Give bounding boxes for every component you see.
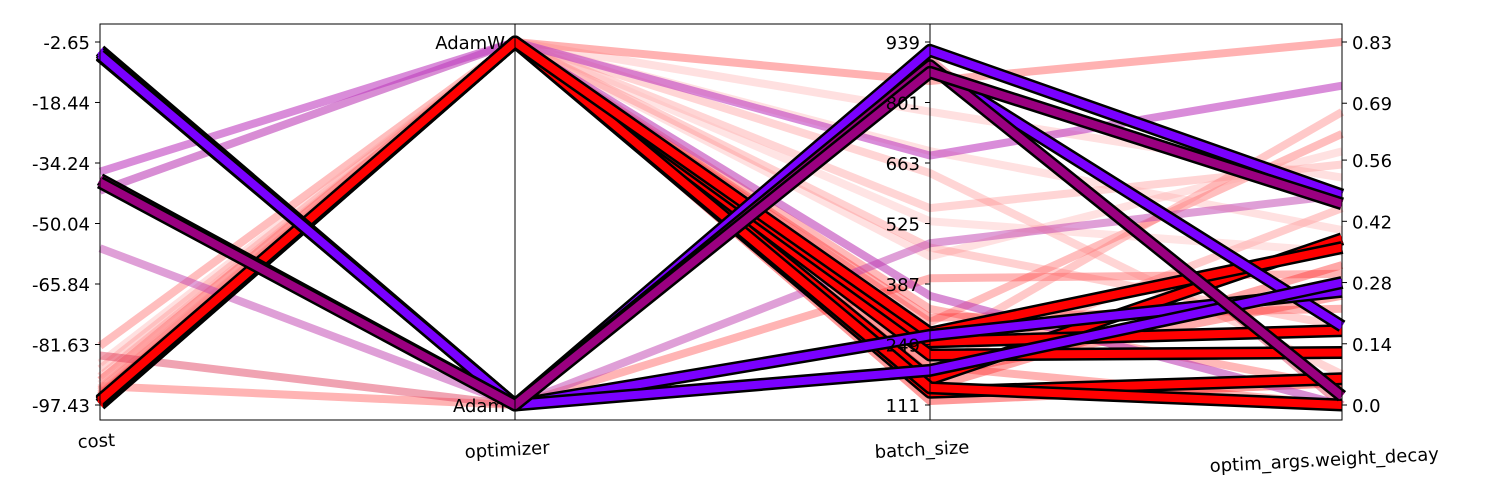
tick-label: 939	[886, 33, 920, 54]
tick-label: 663	[886, 154, 920, 175]
tick-label: -65.84	[32, 275, 90, 296]
axis-title: batch_size	[874, 437, 970, 463]
tick-label: 0.83	[1352, 33, 1392, 54]
axis-title: cost	[77, 430, 115, 453]
data-line-highlight	[98, 68, 1344, 409]
tick-label: -81.63	[32, 335, 90, 356]
axis-title: optimizer	[464, 438, 551, 463]
tick-label: 249	[886, 336, 920, 357]
tick-label: -97.43	[32, 396, 90, 417]
tick-label: 111	[886, 396, 920, 417]
data-line	[98, 191, 1343, 409]
data-line	[97, 38, 1343, 384]
axes	[99, 24, 1343, 420]
tick-label: Adam	[453, 396, 505, 417]
tick-label: 801	[886, 94, 920, 115]
tick-label: 0.69	[1352, 94, 1392, 115]
axis-title: optim_args.weight_decay	[1209, 444, 1440, 477]
tick-label: 525	[886, 215, 920, 236]
tick-label: 387	[886, 275, 920, 296]
tick-label: 0.28	[1352, 274, 1392, 295]
tick-label: -50.04	[32, 215, 90, 236]
tick-label: 0.0	[1352, 396, 1381, 417]
tick-label: 0.56	[1352, 151, 1392, 172]
tick-label: -18.44	[32, 93, 90, 114]
data-line	[97, 38, 1344, 378]
tick-label: -2.65	[43, 33, 90, 54]
tick-label: AdamW	[435, 33, 505, 54]
tick-label: 0.14	[1352, 335, 1392, 356]
data-line	[99, 269, 1343, 409]
tick-label: 0.42	[1352, 212, 1392, 233]
tick-labels: -2.65 -18.44 -34.24 -50.04 -65.84 -81.63 -97.4…	[32, 33, 1392, 417]
tick-label: -34.24	[32, 154, 90, 175]
data-line-highlight	[97, 51, 1343, 409]
data-lines	[95, 35, 1347, 412]
axis-titles: cost optimizer batch_size optim_args.weight…	[77, 430, 1440, 477]
